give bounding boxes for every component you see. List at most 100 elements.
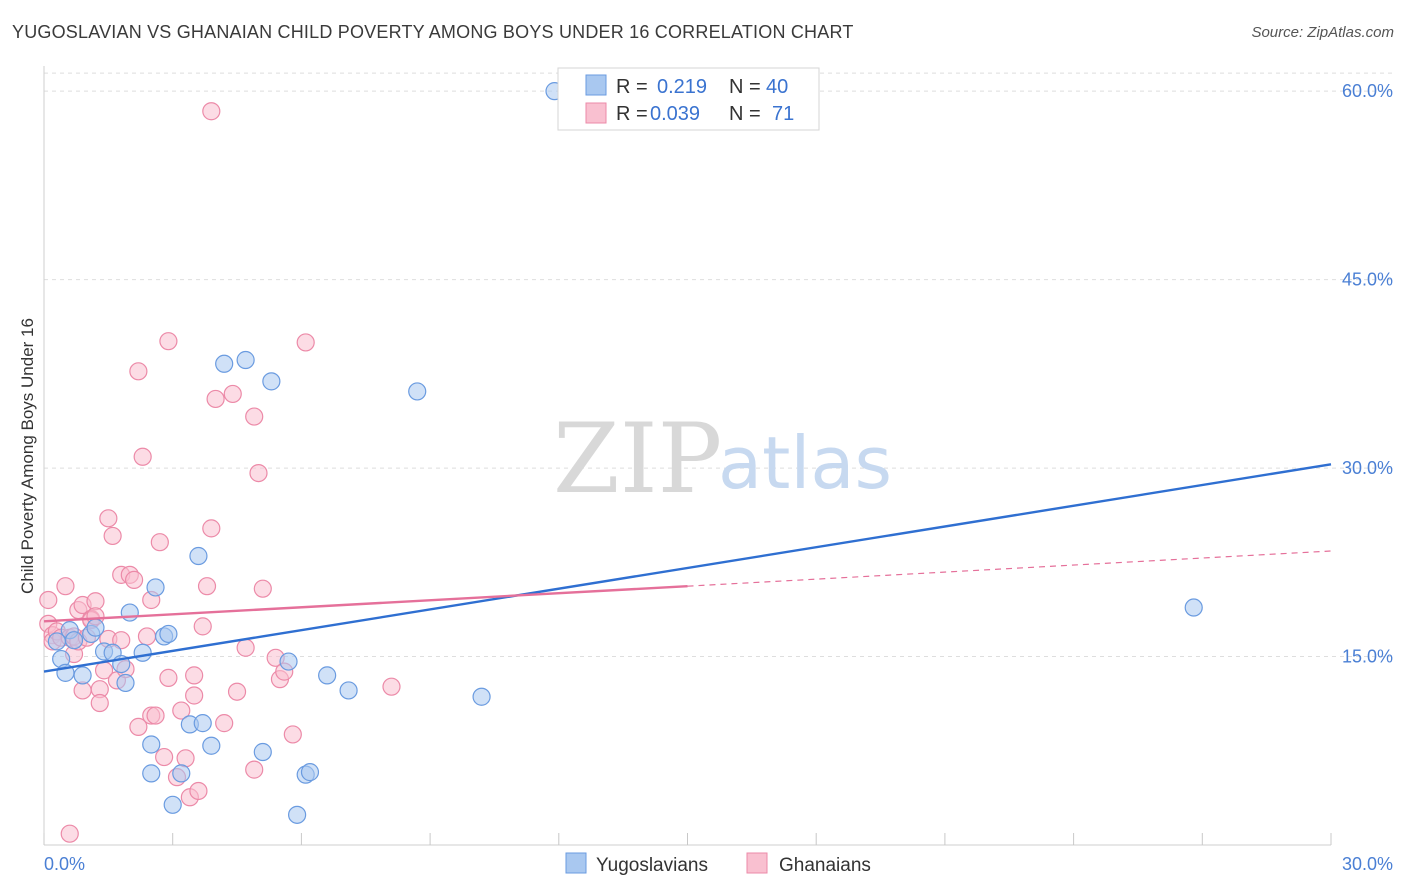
point-yugoslavians — [288, 805, 307, 824]
y-axis-label: Child Poverty Among Boys Under 16 — [18, 318, 37, 594]
point-ghanaians — [236, 638, 255, 657]
point-yugoslavians — [172, 764, 191, 783]
point-yugoslavians — [86, 618, 105, 637]
point-yugoslavians — [202, 736, 221, 755]
point-ghanaians — [189, 781, 208, 801]
point-yugoslavians — [120, 603, 139, 622]
point-ghanaians — [146, 706, 165, 725]
trend-layer — [43, 463, 1332, 673]
points-layer — [39, 82, 1203, 843]
point-ghanaians — [202, 102, 221, 121]
point-ghanaians — [103, 526, 122, 546]
point-ghanaians — [215, 714, 234, 733]
point-ghanaians — [253, 579, 272, 598]
point-yugoslavians — [159, 624, 178, 644]
point-yugoslavians — [133, 643, 152, 662]
point-yugoslavians — [300, 763, 320, 782]
y-tick-label: 45.0% — [1342, 270, 1393, 290]
point-ghanaians — [39, 590, 58, 610]
y-tick-label: 60.0% — [1342, 81, 1393, 101]
point-ghanaians — [193, 617, 212, 636]
point-ghanaians — [150, 533, 169, 552]
point-yugoslavians — [236, 350, 255, 370]
point-ghanaians — [99, 509, 118, 528]
legend-n-value-ghanaians: 71 — [772, 103, 794, 125]
legend-r-label-ghanaians: R = — [616, 103, 648, 125]
point-ghanaians — [185, 686, 204, 705]
point-ghanaians — [245, 760, 264, 779]
x-tick-label-min: 0.0% — [44, 854, 85, 874]
point-yugoslavians — [146, 578, 165, 597]
x-tick-label-max: 30.0% — [1342, 854, 1393, 874]
point-ghanaians — [112, 631, 131, 650]
point-yugoslavians — [1184, 598, 1203, 617]
legend-n-value-yugoslavians: 40 — [766, 76, 788, 98]
point-ghanaians — [249, 463, 268, 483]
x-axis-ticks — [43, 833, 1332, 845]
legend-swatch-yugoslavians — [585, 74, 607, 96]
legend-n-label-ghanaians: N = — [729, 103, 761, 125]
point-ghanaians — [56, 577, 75, 596]
point-yugoslavians — [472, 687, 491, 706]
watermark-atlas: atlas — [718, 421, 892, 505]
y-tick-label: 15.0% — [1342, 647, 1393, 667]
legend-bottom-label-ghanaians: Ghanaians — [779, 855, 871, 876]
legend-swatch-ghanaians — [585, 102, 607, 124]
point-ghanaians — [90, 693, 109, 713]
point-ghanaians — [185, 666, 204, 685]
point-yugoslavians — [142, 764, 161, 783]
point-ghanaians — [137, 627, 157, 646]
y-tick-label: 30.0% — [1342, 458, 1393, 478]
point-yugoslavians — [142, 735, 161, 754]
point-yugoslavians — [116, 673, 135, 693]
point-yugoslavians — [318, 666, 337, 685]
legend-n-label-yugoslavians: N = — [729, 76, 761, 98]
point-yugoslavians — [193, 714, 212, 733]
legend-r-label-yugoslavians: R = — [616, 76, 648, 98]
point-ghanaians — [176, 749, 195, 768]
point-ghanaians — [245, 407, 264, 426]
chart-title: YUGOSLAVIAN VS GHANAIAN CHILD POVERTY AM… — [12, 22, 854, 42]
point-ghanaians — [223, 384, 242, 404]
point-ghanaians — [86, 592, 105, 611]
point-ghanaians — [155, 747, 174, 767]
legend-bottom: Yugoslavians Ghanaians — [565, 852, 871, 876]
y-tick-labels: 15.0% 30.0% 45.0% 60.0% — [1342, 81, 1393, 666]
legend-r-value-yugoslavians: 0.219 — [657, 76, 707, 98]
point-yugoslavians — [253, 742, 272, 762]
trend-line-ghanaians — [43, 584, 688, 623]
trend-line-yugoslavians — [43, 463, 1332, 673]
legend-top: R = 0.219 N = 40 R = 0.039 N = 71 — [557, 67, 820, 131]
point-yugoslavians — [64, 631, 84, 650]
point-ghanaians — [159, 668, 178, 687]
point-yugoslavians — [215, 354, 234, 373]
point-yugoslavians — [163, 795, 182, 814]
legend-r-value-ghanaians: 0.039 — [650, 103, 700, 125]
legend-bottom-swatch-ghanaians — [746, 852, 768, 874]
point-ghanaians — [73, 681, 92, 700]
point-ghanaians — [124, 570, 144, 589]
point-ghanaians — [172, 701, 191, 720]
point-yugoslavians — [408, 382, 427, 401]
point-ghanaians — [159, 332, 178, 351]
point-ghanaians — [296, 333, 315, 352]
point-yugoslavians — [262, 372, 281, 391]
legend-bottom-label-yugoslavians: Yugoslavians — [596, 855, 708, 876]
trend-line-dashed-ghanaians — [687, 550, 1332, 587]
point-yugoslavians — [279, 652, 298, 671]
point-yugoslavians — [189, 546, 208, 566]
point-ghanaians — [129, 362, 148, 381]
point-ghanaians — [133, 447, 152, 466]
point-ghanaians — [227, 682, 247, 701]
legend-bottom-swatch-yugoslavians — [565, 852, 587, 874]
point-ghanaians — [283, 725, 302, 744]
chart-source: Source: ZipAtlas.com — [1251, 24, 1394, 41]
point-ghanaians — [129, 717, 148, 736]
point-yugoslavians — [73, 666, 92, 685]
point-ghanaians — [197, 577, 217, 596]
point-ghanaians — [202, 519, 221, 538]
point-yugoslavians — [339, 681, 358, 700]
point-ghanaians — [206, 389, 225, 409]
point-ghanaians — [382, 677, 401, 696]
